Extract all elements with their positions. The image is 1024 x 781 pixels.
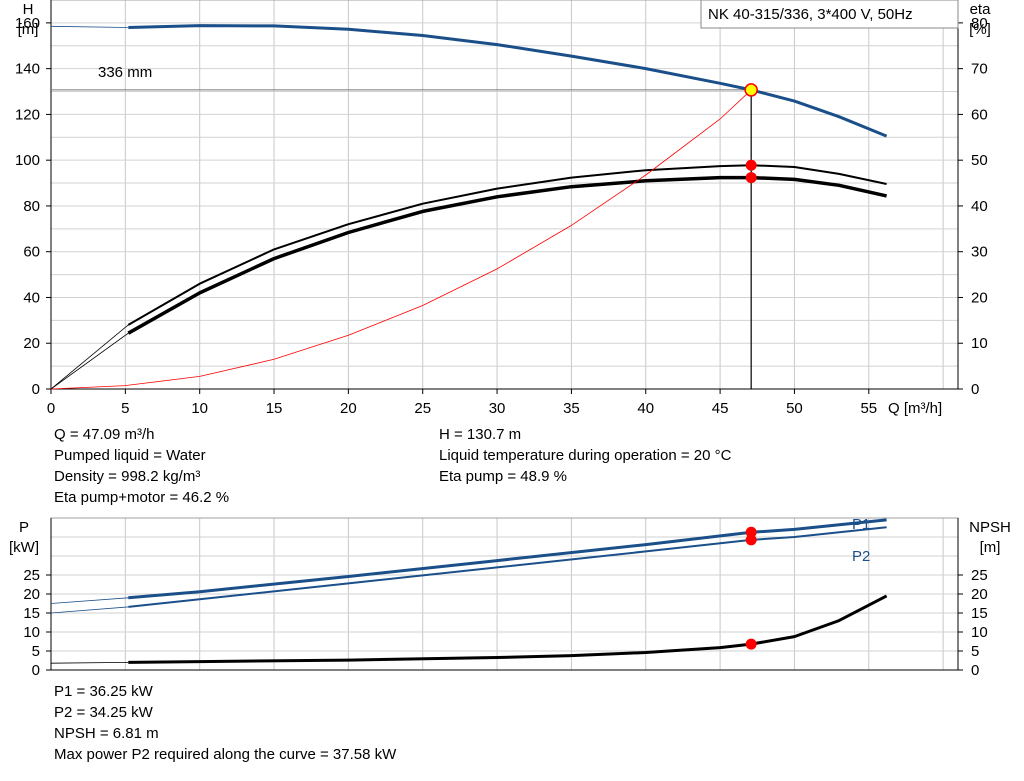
y-tick-label-right: 20 bbox=[971, 289, 988, 306]
head-curve-extension bbox=[50, 25, 129, 28]
x-tick-label: 20 bbox=[340, 400, 357, 417]
y-tick-label-left: 25 bbox=[23, 567, 40, 584]
y-tick-label-left: 5 bbox=[32, 643, 40, 660]
op-point-npsh bbox=[745, 638, 757, 650]
result-head: H = 130.7 m bbox=[439, 426, 522, 443]
y-tick-label-left: 20 bbox=[23, 335, 40, 352]
y-tick-label-right: 50 bbox=[971, 152, 988, 169]
result-eta-pump: Eta pump = 48.9 % bbox=[439, 468, 567, 485]
eta-pump-curve bbox=[127, 164, 887, 326]
npsh-curve bbox=[128, 594, 888, 664]
p1-curve-extension bbox=[50, 597, 129, 604]
head-curve bbox=[128, 24, 888, 138]
x-tick-label: 50 bbox=[786, 400, 803, 417]
op-point-eta-total bbox=[745, 172, 757, 184]
x-tick-label: 10 bbox=[191, 400, 208, 417]
p2-curve-extension bbox=[50, 606, 129, 614]
impeller-diameter-label: 336 mm bbox=[98, 64, 152, 81]
y-tick-label-left: 10 bbox=[23, 624, 40, 641]
series-label-p2: P2 bbox=[852, 548, 870, 565]
op-point-head bbox=[744, 83, 758, 97]
y-tick-label-left: 140 bbox=[15, 61, 40, 78]
y-tick-label-left: 80 bbox=[23, 198, 40, 215]
result-liquid: Pumped liquid = Water bbox=[54, 447, 206, 464]
y-tick-label-left: 100 bbox=[15, 152, 40, 169]
y-axis-label-right-unit: [m] bbox=[980, 539, 1001, 556]
y-tick-label-left: 40 bbox=[23, 289, 40, 306]
y-tick-label-right: 30 bbox=[971, 244, 988, 261]
series-label-p1: P1 bbox=[852, 516, 870, 533]
result-temperature: Liquid temperature during operation = 20… bbox=[439, 447, 732, 464]
y-tick-label-right: 40 bbox=[971, 198, 988, 215]
title-box-frame bbox=[700, 0, 959, 29]
npsh-curve-extension bbox=[50, 662, 129, 664]
result-max-p2: Max power P2 required along the curve = … bbox=[54, 746, 397, 763]
y-tick-label-right: 0 bbox=[971, 662, 979, 679]
results-bottom-block: P1 = 36.25 kW P2 = 34.25 kW NPSH = 6.81 … bbox=[54, 681, 396, 765]
x-axis-label: Q [m³/h] bbox=[888, 400, 942, 417]
result-eta-total: Eta pump+motor = 46.2 % bbox=[54, 489, 230, 506]
y-tick-label-left: 15 bbox=[23, 605, 40, 622]
y-axis-label-right: NPSH bbox=[969, 519, 1011, 536]
y-tick-label-right: 10 bbox=[971, 624, 988, 641]
y-axis-label-left: P bbox=[19, 519, 29, 536]
results-right-block: H = 130.7 m Liquid temperature during op… bbox=[439, 424, 731, 487]
y-tick-label-left: 120 bbox=[15, 106, 40, 123]
result-density: Density = 998.2 kg/m³ bbox=[54, 468, 201, 485]
y-axis-label-right: eta bbox=[970, 1, 992, 18]
y-tick-label-left: 0 bbox=[32, 662, 40, 679]
y-tick-label-right: 60 bbox=[971, 106, 988, 123]
eta-total-curve-extension bbox=[50, 332, 129, 390]
eta-total-curve bbox=[127, 175, 887, 335]
y-axis-label-left-unit: [m] bbox=[18, 21, 39, 38]
result-npsh: NPSH = 6.81 m bbox=[54, 725, 159, 742]
op-point-eta-pump bbox=[745, 159, 757, 171]
y-tick-label-left: 20 bbox=[23, 586, 40, 603]
y-tick-label-right: 80 bbox=[971, 15, 988, 32]
eta-pump-curve-extension bbox=[50, 324, 129, 390]
x-tick-label: 30 bbox=[489, 400, 506, 417]
y-axis-label-left-unit: [kW] bbox=[9, 539, 39, 556]
x-tick-label: 55 bbox=[860, 400, 877, 417]
y-tick-label-left: 60 bbox=[23, 244, 40, 261]
x-tick-label: 15 bbox=[266, 400, 283, 417]
system-curve bbox=[50, 89, 752, 390]
y-tick-label-right: 15 bbox=[971, 605, 988, 622]
power-npsh-plot: 0 0 5 5 10 10 15 15 20 20 25 25 P [kW] NPSH [m] P1 P2 bbox=[9, 516, 1011, 679]
title-box: NK 40-315/336, 3*400 V, 50Hz bbox=[700, 0, 959, 29]
results-left-block: Q = 47.09 m³/h Pumped liquid = Water Den… bbox=[54, 424, 229, 508]
p2-curve bbox=[128, 526, 887, 608]
x-tick-label: 0 bbox=[47, 400, 55, 417]
head-efficiency-plot: 0 20 40 60 80 100 120 140 160 0 10 20 30 40 50 60 70 80 0 5… bbox=[15, 0, 991, 417]
x-tick-label: 40 bbox=[637, 400, 654, 417]
y-tick-label-right: 5 bbox=[971, 643, 979, 660]
y-tick-label-right: 10 bbox=[971, 335, 988, 352]
result-flow: Q = 47.09 m³/h bbox=[54, 426, 155, 443]
y-tick-label-right: 70 bbox=[971, 61, 988, 78]
y-tick-label-left: 160 bbox=[15, 15, 40, 32]
chart-title: NK 40-315/336, 3*400 V, 50Hz bbox=[708, 6, 913, 23]
x-tick-label: 5 bbox=[121, 400, 129, 417]
y-tick-label-right: 20 bbox=[971, 586, 988, 603]
op-point-p2 bbox=[745, 534, 757, 546]
y-tick-label-right: 0 bbox=[971, 381, 979, 398]
y-tick-label-left: 0 bbox=[32, 381, 40, 398]
result-p1: P1 = 36.25 kW bbox=[54, 683, 153, 700]
y-axis-label-left: H bbox=[23, 1, 34, 18]
x-tick-label: 25 bbox=[414, 400, 431, 417]
y-axis-label-right-unit: [%] bbox=[969, 21, 991, 38]
p1-curve bbox=[128, 518, 887, 600]
op-point-p1 bbox=[745, 526, 757, 538]
x-tick-label: 45 bbox=[712, 400, 729, 417]
result-p2: P2 = 34.25 kW bbox=[54, 704, 153, 721]
x-tick-label: 35 bbox=[563, 400, 580, 417]
y-tick-label-right: 25 bbox=[971, 567, 988, 584]
